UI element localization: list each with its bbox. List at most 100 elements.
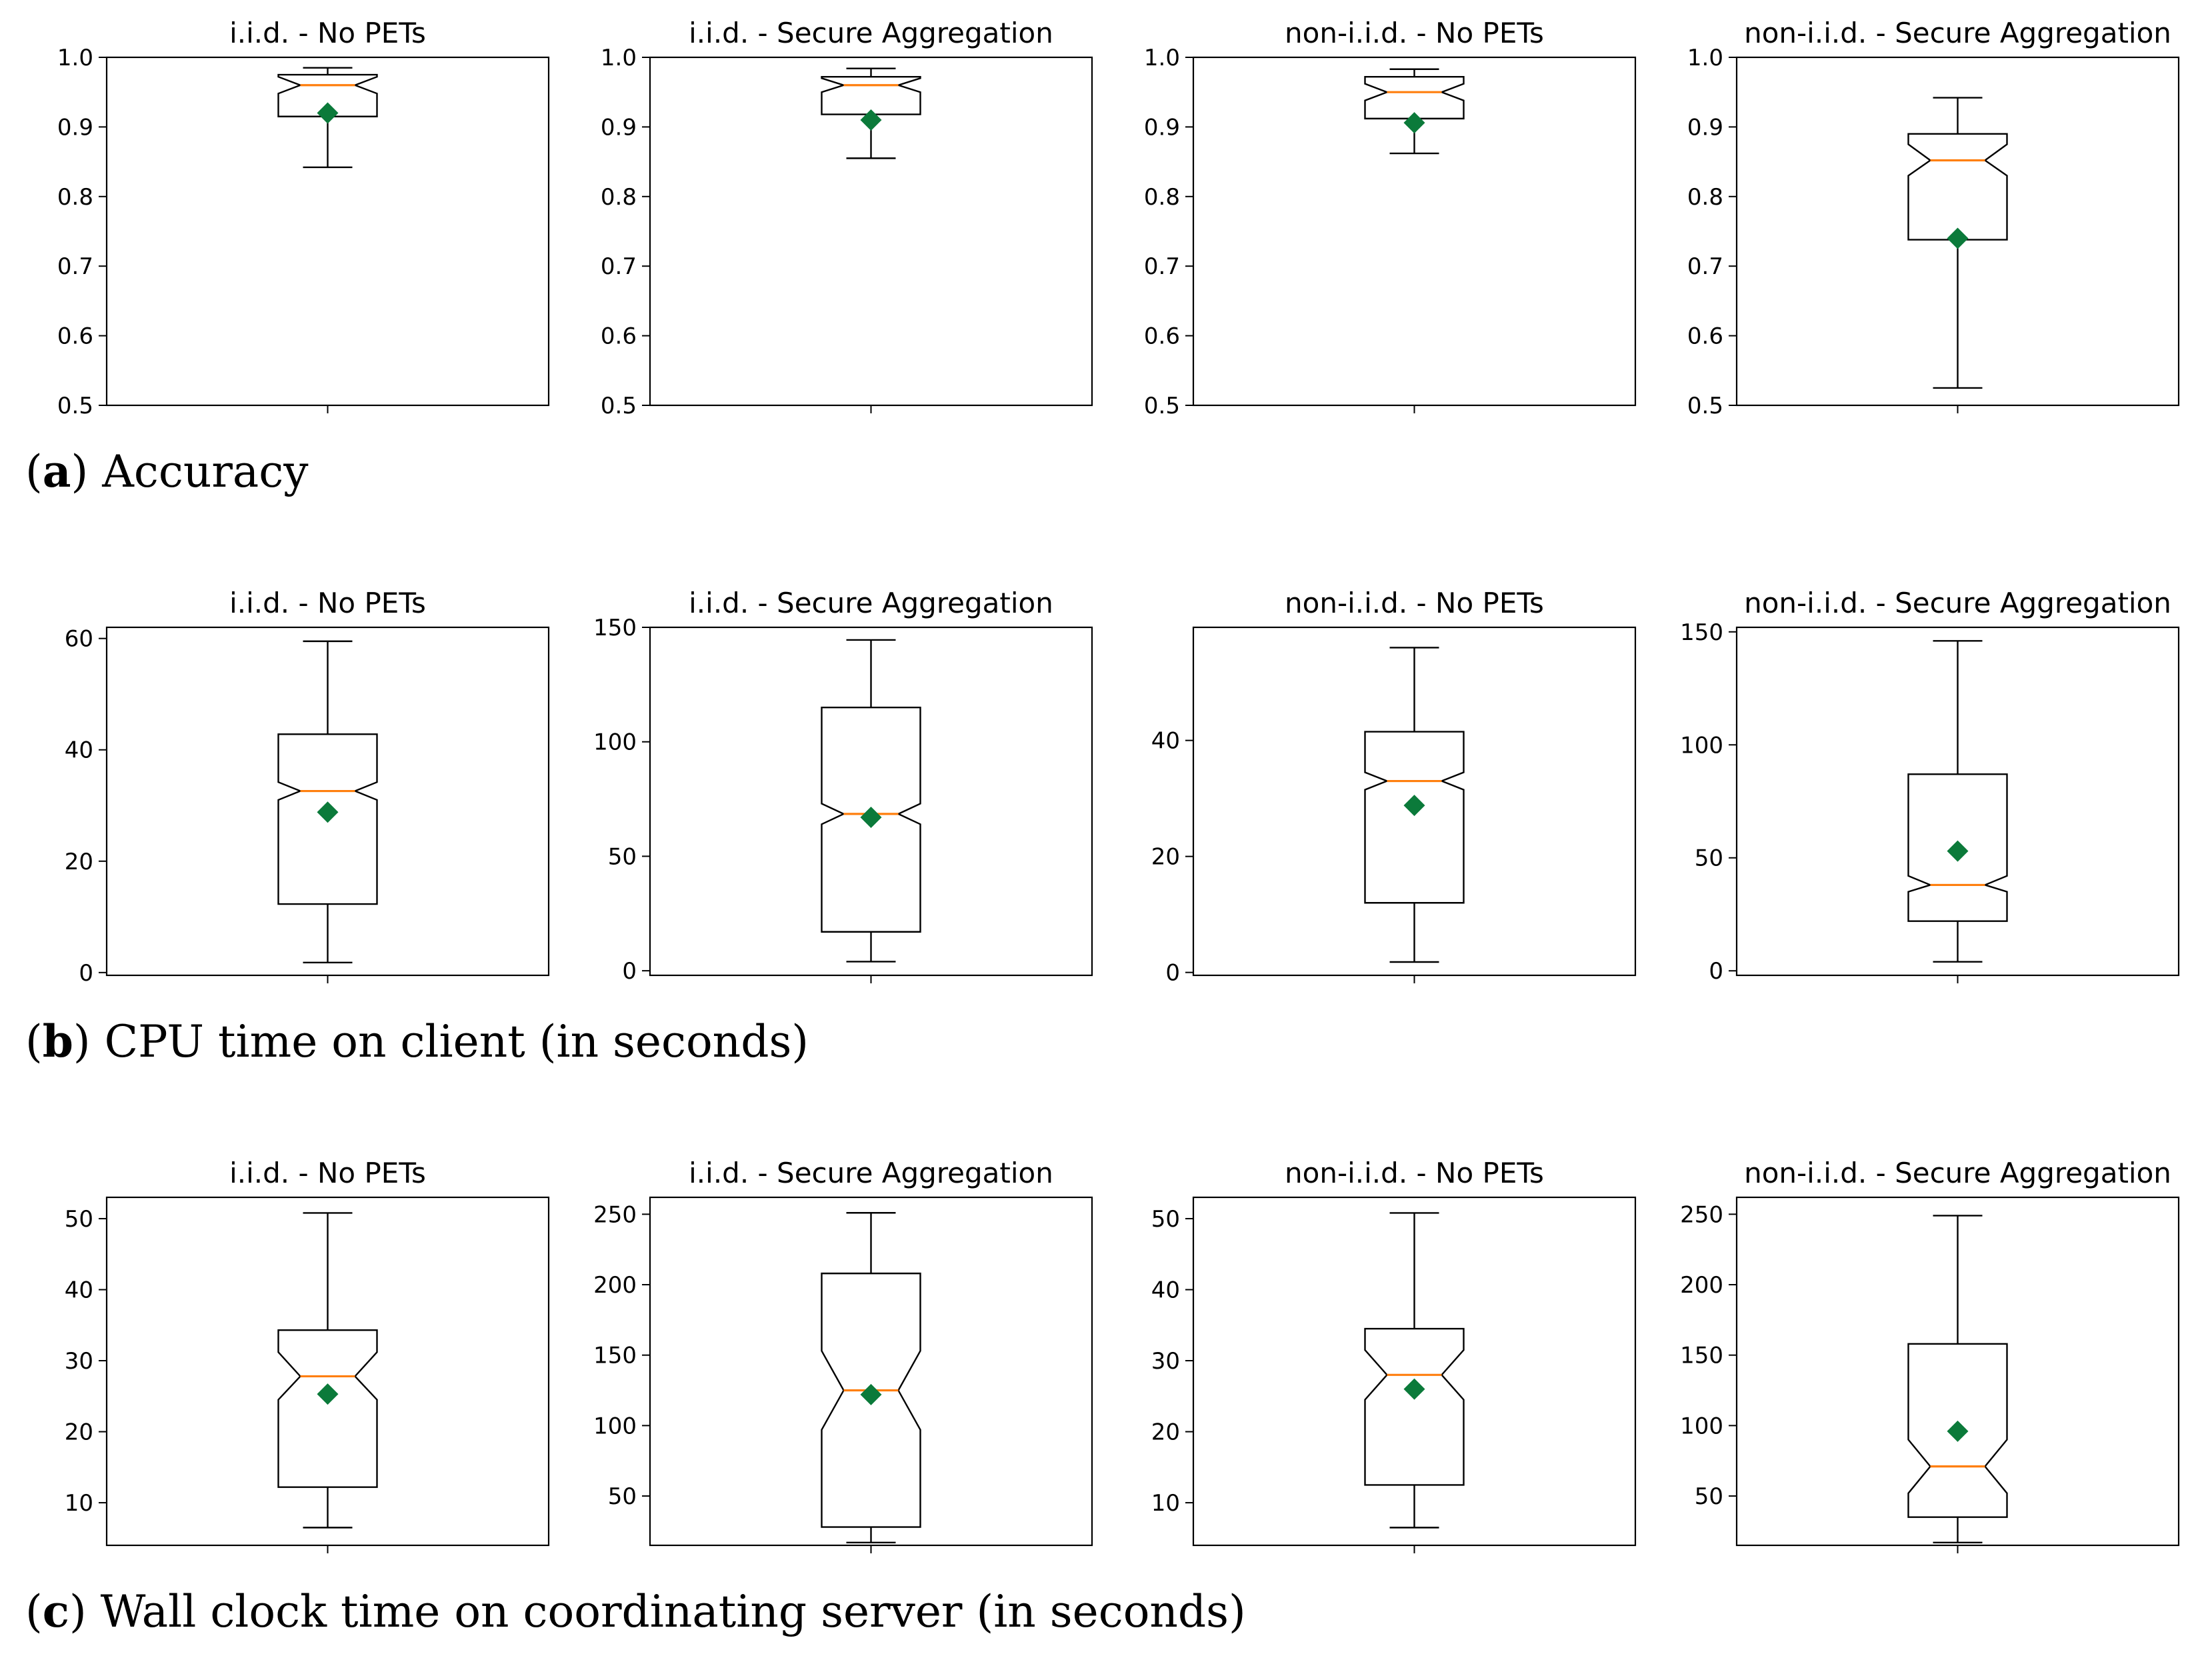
- panel-a-2-ytick-label-4: 0.9: [601, 114, 637, 141]
- panel-c-4-ytick-label-2: 150: [1680, 1343, 1723, 1369]
- panel-b-2-ytick-label-3: 150: [593, 615, 637, 641]
- panel-c-2-mean-marker: [860, 1383, 882, 1405]
- panel-c-1-mean-marker: [317, 1383, 339, 1405]
- caption-c: (c) Wall clock time on coordinating serv…: [25, 1585, 1246, 1637]
- panel-a-2-ytick-label-2: 0.7: [601, 253, 637, 280]
- panel-c-3-box: [1364, 1327, 1465, 1486]
- panel-a-1-ytick-label-1: 0.6: [57, 323, 93, 350]
- panel-a-1-ytick-label-0: 0.5: [57, 393, 93, 419]
- panel-c-1-ytick-label-4: 50: [65, 1206, 93, 1233]
- panel-a-2-box: [821, 76, 921, 115]
- panel-c-4-ytick-label-3: 200: [1680, 1272, 1723, 1299]
- panel-c-3-ytick-label-2: 30: [1151, 1348, 1180, 1375]
- panel-a-4-title: non-i.i.d. - Secure Aggregation: [1744, 17, 2171, 49]
- panel-c-1-ytick-label-1: 20: [65, 1419, 93, 1446]
- panel-c-3-ytick-label-3: 40: [1151, 1277, 1180, 1303]
- panel-b-4-ytick-label-0: 0: [1709, 958, 1723, 985]
- panel-c-2-ytick-label-3: 200: [593, 1272, 637, 1299]
- panel-b-2-ytick-label-1: 50: [608, 843, 637, 870]
- panel-a-3-ytick-label-0: 0.5: [1144, 393, 1180, 419]
- panel-b-4-mean-marker: [1947, 840, 1969, 862]
- panel-a-3-ytick-label-4: 0.9: [1144, 114, 1180, 141]
- panel-a-4-ytick-label-1: 0.6: [1687, 323, 1723, 350]
- panel-c-4-title: non-i.i.d. - Secure Aggregation: [1744, 1157, 2171, 1189]
- panel-a-4-mean-marker: [1947, 227, 1969, 249]
- panel-a-3-ytick-label-5: 1.0: [1144, 45, 1180, 71]
- panel-b-2-title: i.i.d. - Secure Aggregation: [689, 587, 1053, 619]
- panel-a-2-mean-marker: [860, 109, 882, 131]
- panel-b-1-mean-marker: [317, 801, 339, 823]
- panel-c-3-ytick-label-4: 50: [1151, 1206, 1180, 1233]
- panel-b-3-ytick-label-1: 20: [1151, 844, 1180, 871]
- panel-c-2-box: [821, 1272, 921, 1528]
- panel-b-1-ytick-label-1: 20: [65, 849, 93, 875]
- panel-c-3-ytick-label-0: 10: [1151, 1490, 1180, 1517]
- panel-a-3-ytick-label-2: 0.7: [1144, 253, 1180, 280]
- panel-c-1-ytick-label-0: 10: [65, 1490, 93, 1517]
- panel-a-3-ytick-label-3: 0.8: [1144, 184, 1180, 211]
- panel-a-3-axes-frame: [1192, 56, 1637, 407]
- panel-b-1-ytick-label-3: 60: [65, 626, 93, 653]
- panel-a-1-ytick-label-5: 1.0: [57, 45, 93, 71]
- caption-a-letter: a: [43, 445, 71, 497]
- panel-a-4-ytick-label-3: 0.8: [1687, 184, 1723, 211]
- panel-b-3-title: non-i.i.d. - No PETs: [1285, 587, 1544, 619]
- panel-c-1-box: [277, 1329, 378, 1488]
- panel-c-4-box: [1907, 1343, 2008, 1518]
- panel-a-2-ytick-label-0: 0.5: [601, 393, 637, 419]
- caption-a: (a) Accuracy: [25, 445, 309, 497]
- panel-b-4-title: non-i.i.d. - Secure Aggregation: [1744, 587, 2171, 619]
- caption-b-text: CPU time on client (in seconds): [105, 1016, 809, 1067]
- panel-a-4-ytick-label-2: 0.7: [1687, 253, 1723, 280]
- panel-b-2-ytick-label-2: 100: [593, 729, 637, 756]
- panel-a-4-ytick-label-5: 1.0: [1687, 45, 1723, 71]
- panel-c-4-ytick-label-1: 100: [1680, 1413, 1723, 1439]
- panel-c-3-ytick-label-1: 20: [1151, 1419, 1180, 1446]
- panel-b-3-ytick-label-2: 40: [1151, 728, 1180, 755]
- panel-c-1-title: i.i.d. - No PETs: [229, 1157, 426, 1189]
- panel-a-1-box: [277, 73, 378, 117]
- panel-a-4-ytick-label-0: 0.5: [1687, 393, 1723, 419]
- caption-b-letter: b: [43, 1015, 73, 1067]
- panel-b-3-mean-marker: [1403, 795, 1425, 817]
- panel-b-4-box: [1907, 773, 2008, 922]
- panel-c-3-title: non-i.i.d. - No PETs: [1285, 1157, 1544, 1189]
- panel-a-2-ytick-label-1: 0.6: [601, 323, 637, 350]
- caption-b: (b) CPU time on client (in seconds): [25, 1015, 809, 1067]
- panel-a-2-ytick-label-5: 1.0: [601, 45, 637, 71]
- caption-c-letter: c: [43, 1585, 69, 1637]
- panel-c-1-ytick-label-2: 30: [65, 1348, 93, 1375]
- panel-a-1-ytick-label-3: 0.8: [57, 184, 93, 211]
- panel-a-2-ytick-label-3: 0.8: [601, 184, 637, 211]
- panel-a-3-title: non-i.i.d. - No PETs: [1285, 17, 1544, 49]
- panel-a-3-mean-marker: [1403, 112, 1425, 134]
- panel-b-2-ytick-label-0: 0: [622, 958, 637, 985]
- panel-a-4-ytick-label-4: 0.9: [1687, 114, 1723, 141]
- panels-layer: i.i.d. - No PETs 0.5 0.6 0.7 0.8 0.9 1.0 i.i.d.…: [57, 17, 2180, 1553]
- caption-c-text: Wall clock time on coordinating server (…: [101, 1586, 1246, 1637]
- panel-b-1-ytick-label-2: 40: [65, 737, 93, 764]
- panel-a-1-title: i.i.d. - No PETs: [229, 17, 426, 49]
- panel-c-2-ytick-label-0: 50: [608, 1483, 637, 1510]
- panel-a-1-mean-marker: [317, 102, 339, 124]
- panel-a-1-ytick-label-2: 0.7: [57, 253, 93, 280]
- panel-a-2-title: i.i.d. - Secure Aggregation: [689, 17, 1053, 49]
- panel-c-2-ytick-label-1: 100: [593, 1413, 637, 1439]
- panel-c-2-title: i.i.d. - Secure Aggregation: [689, 1157, 1053, 1189]
- panel-c-4-ytick-label-0: 50: [1695, 1483, 1723, 1510]
- panel-a-4-box: [1907, 133, 2008, 241]
- panel-b-2-mean-marker: [860, 807, 882, 829]
- panel-a-3-ytick-label-1: 0.6: [1144, 323, 1180, 350]
- panel-c-1-ytick-label-3: 40: [65, 1277, 93, 1303]
- panel-c-3-mean-marker: [1403, 1378, 1425, 1400]
- panel-b-3-ytick-label-0: 0: [1165, 960, 1180, 987]
- panel-a-1-ytick-label-4: 0.9: [57, 114, 93, 141]
- panel-c-4-mean-marker: [1947, 1420, 1969, 1442]
- panel-b-4-ytick-label-3: 150: [1680, 619, 1723, 646]
- panel-b-2-box: [821, 707, 921, 933]
- panel-b-1-ytick-label-0: 0: [79, 960, 93, 987]
- panel-c-2-ytick-label-2: 150: [593, 1343, 637, 1369]
- caption-a-text: Accuracy: [101, 446, 309, 497]
- panel-a-3-box: [1364, 76, 1465, 120]
